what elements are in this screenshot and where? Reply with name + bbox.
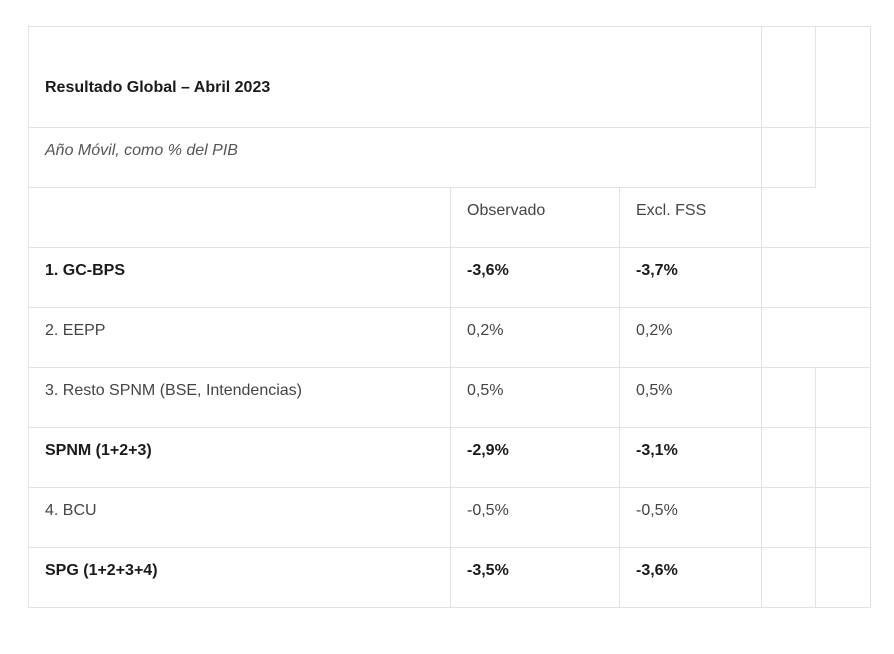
empty-cell: [815, 187, 871, 248]
row-excl-fss-value: -3,7%: [636, 262, 678, 279]
empty-cell: [815, 367, 871, 428]
row-observado-value: -2,9%: [467, 442, 509, 459]
row-excl-fss-cell: -3,6%: [619, 547, 762, 608]
row-label: 1. GC-BPS: [45, 262, 126, 279]
row-observado-cell: 0,5%: [450, 367, 620, 428]
row-observado-cell: -2,9%: [450, 427, 620, 488]
row-label: SPG (1+2+3+4): [45, 562, 158, 579]
row-excl-fss-cell: 0,2%: [619, 307, 762, 368]
table-row: SPG (1+2+3+4) -3,5% -3,6%: [28, 547, 871, 608]
row-observado-value: 0,5%: [467, 382, 504, 399]
row-label: SPNM (1+2+3): [45, 442, 152, 459]
row-label-cell: 2. EEPP: [28, 307, 451, 368]
row-label-cell: 3. Resto SPNM (BSE, Intendencias): [28, 367, 451, 428]
results-table: Resultado Global – Abril 2023 Año Móvil,…: [28, 26, 871, 608]
empty-cell: [815, 127, 871, 188]
empty-cell: [815, 247, 871, 308]
header-cell-excl-fss: Excl. FSS: [619, 187, 762, 248]
table-subtitle: Año Móvil, como % del PIB: [45, 142, 238, 159]
row-observado-cell: 0,2%: [450, 307, 620, 368]
table-row: 2. EEPP 0,2% 0,2%: [28, 307, 871, 368]
row-label: 4. BCU: [45, 502, 97, 519]
empty-cell: [815, 427, 871, 488]
empty-cell: [815, 487, 871, 548]
table-subtitle-row: Año Móvil, como % del PIB: [28, 127, 871, 188]
row-excl-fss-value: -3,1%: [636, 442, 678, 459]
row-label-cell: SPG (1+2+3+4): [28, 547, 451, 608]
empty-cell: [761, 487, 816, 548]
header-label: [45, 188, 434, 202]
table-title-cell: Resultado Global – Abril 2023: [28, 26, 762, 128]
row-excl-fss-cell: 0,5%: [619, 367, 762, 428]
header-cell-label: [28, 187, 451, 248]
table-row: 3. Resto SPNM (BSE, Intendencias) 0,5% 0…: [28, 367, 871, 428]
table-header-row: Observado Excl. FSS: [28, 187, 871, 248]
table-row: 4. BCU -0,5% -0,5%: [28, 487, 871, 548]
row-excl-fss-cell: -0,5%: [619, 487, 762, 548]
row-label: 3. Resto SPNM (BSE, Intendencias): [45, 382, 302, 399]
row-observado-value: -3,6%: [467, 262, 509, 279]
row-excl-fss-value: 0,2%: [636, 322, 673, 339]
row-observado-value: -3,5%: [467, 562, 509, 579]
empty-cell: [815, 547, 871, 608]
row-excl-fss-cell: -3,1%: [619, 427, 762, 488]
table-title: Resultado Global – Abril 2023: [45, 79, 271, 96]
empty-cell: [761, 547, 816, 608]
row-label-cell: SPNM (1+2+3): [28, 427, 451, 488]
empty-cell: [761, 26, 816, 128]
row-observado-cell: -3,5%: [450, 547, 620, 608]
empty-cell: [815, 307, 871, 368]
empty-cell: [815, 26, 871, 128]
header-cell-observado: Observado: [450, 187, 620, 248]
table-subtitle-cell: Año Móvil, como % del PIB: [28, 127, 762, 188]
row-excl-fss-value: 0,5%: [636, 382, 673, 399]
row-excl-fss-value: -0,5%: [636, 502, 678, 519]
row-observado-cell: -3,6%: [450, 247, 620, 308]
empty-cell: [761, 247, 816, 308]
table-row: SPNM (1+2+3) -2,9% -3,1%: [28, 427, 871, 488]
results-table-container: Resultado Global – Abril 2023 Año Móvil,…: [28, 26, 871, 608]
row-excl-fss-value: -3,6%: [636, 562, 678, 579]
empty-cell: [761, 187, 816, 248]
table-title-row: Resultado Global – Abril 2023: [28, 26, 871, 128]
row-observado-value: -0,5%: [467, 502, 509, 519]
empty-cell: [761, 367, 816, 428]
empty-cell: [761, 307, 816, 368]
row-label-cell: 4. BCU: [28, 487, 451, 548]
row-observado-value: 0,2%: [467, 322, 504, 339]
empty-cell: [761, 427, 816, 488]
row-excl-fss-cell: -3,7%: [619, 247, 762, 308]
table-row: 1. GC-BPS -3,6% -3,7%: [28, 247, 871, 308]
row-label-cell: 1. GC-BPS: [28, 247, 451, 308]
row-observado-cell: -0,5%: [450, 487, 620, 548]
header-observado: Observado: [467, 202, 546, 219]
empty-cell: [761, 127, 816, 188]
header-excl-fss: Excl. FSS: [636, 202, 707, 219]
row-label: 2. EEPP: [45, 322, 106, 339]
